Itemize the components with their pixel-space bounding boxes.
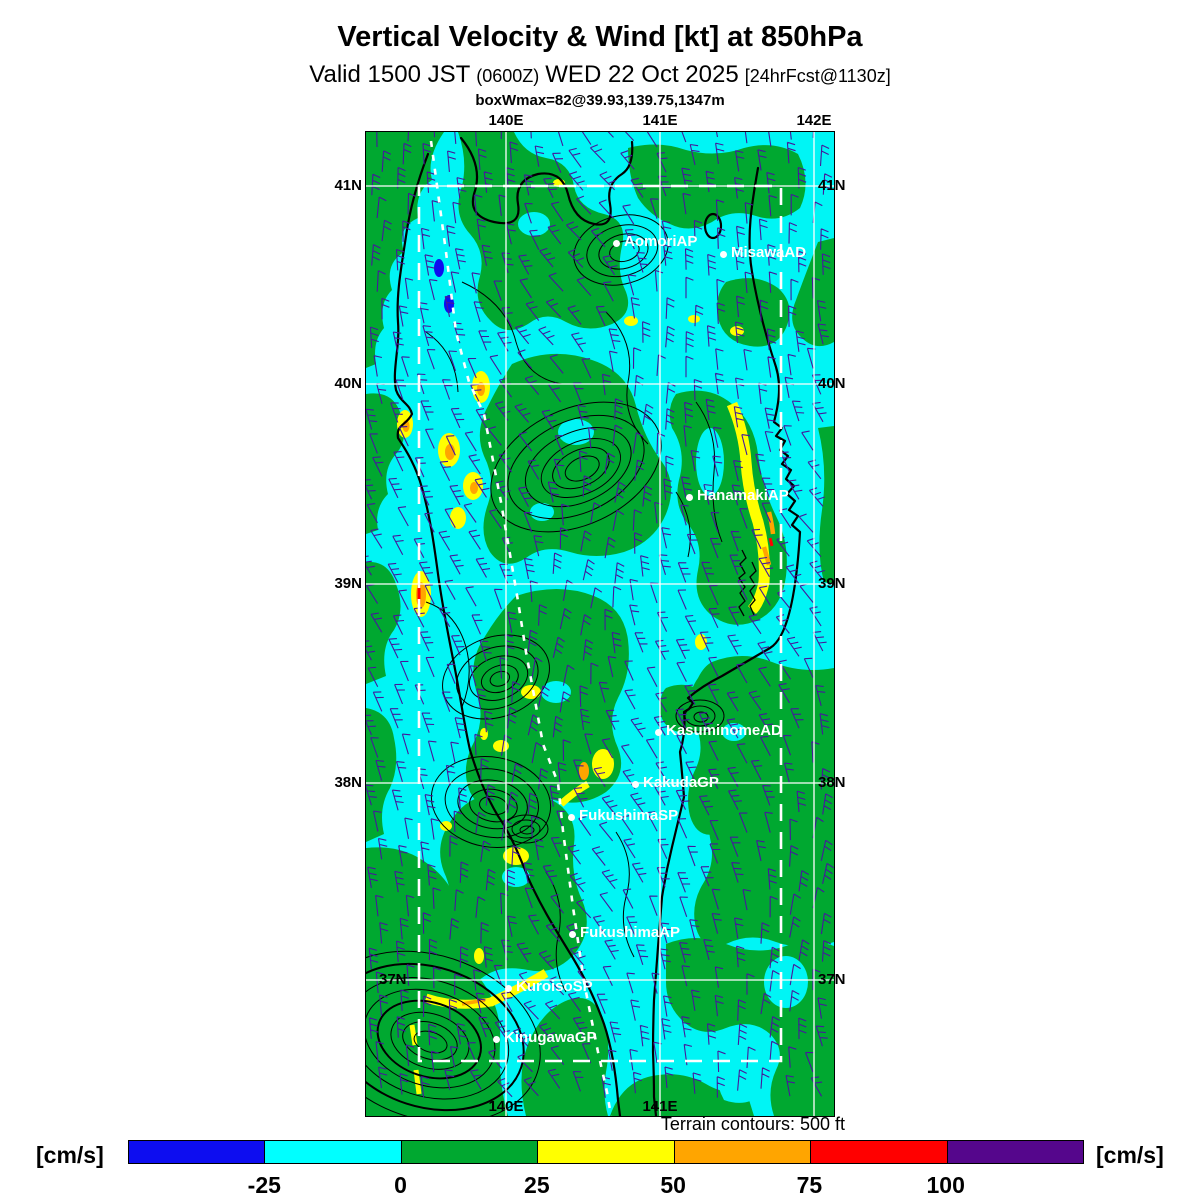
station-marker [612,239,620,247]
colorbar-segment [673,1141,811,1163]
lat-label-right: 40N [818,375,846,392]
colorbar-segment [537,1141,674,1163]
station-marker [504,984,512,992]
station-label: KasuminomeAD [666,722,782,739]
valid-time-line: Valid 1500 JST (0600Z) WED 22 Oct 2025 [24h… [0,61,1200,89]
colorbar-unit-right: [cm/s] [1096,1142,1164,1168]
lat-label-right: 37N [818,971,846,988]
colorbar-segment [264,1141,401,1163]
boxwmax-annotation: boxWmax=82@39.93,139.75,1347m [475,92,725,109]
valid-utc: (0600Z) [476,66,540,86]
lat-label-left: 40N [334,375,362,392]
colorbar-segment [946,1141,1083,1163]
station-label: FukushimaAP [580,924,681,941]
colorbar-segment [129,1141,265,1163]
map-art [366,132,834,1116]
wind-barbs-layer [366,132,834,1098]
terrain-note: Terrain contours: 500 ft [660,1114,845,1134]
colorbar-tick: 0 [394,1172,407,1198]
lon-label-top: 140E [488,112,524,129]
station-label: KuroisoSP [516,978,593,995]
station-label: MisawaAD [731,244,807,261]
colorbar-tick: 75 [796,1172,823,1198]
lat-label-right: 41N [818,177,846,194]
forecast-lead: [24hrFcst@1130z] [744,66,891,86]
station-label: FukushimaSP [579,807,679,824]
station-marker [719,250,727,258]
lon-label-bottom: 141E [642,1098,678,1115]
valid-time: Valid 1500 JST [309,61,471,88]
station-marker [631,780,639,788]
colorbar-tick: -25 [247,1172,281,1198]
lon-label-bottom: 140E [488,1098,524,1115]
station-label: KinugawaGP [504,1029,597,1046]
lat-label-left: 38N [334,774,362,791]
lon-label-top: 141E [642,112,678,129]
valid-date: WED 22 Oct 2025 [545,61,739,88]
map-frame: 140E 141E 142E 140E 141E 41N 40N 39N 38N 37N 41N 40… [334,112,846,1117]
colorbar-segment [400,1141,538,1163]
terrain-contours [366,214,757,1116]
page-title: Vertical Velocity & Wind [kt] at 850hPa [337,21,863,53]
station-marker [492,1035,500,1043]
lat-label-right: 39N [818,575,846,592]
colorbar-tick: 25 [524,1172,550,1198]
graticule [366,132,834,1116]
colorbar-segment [810,1141,947,1163]
station-label: HanamakiAP [697,487,789,504]
lon-label-top: 142E [796,112,832,129]
lake-ogawara [703,212,723,240]
colorbar [128,1140,1084,1164]
station-label: KakudaGP [643,774,719,791]
station-label: AomoriAP [624,233,698,250]
lat-label-right: 38N [818,774,846,791]
station-marker [654,728,662,736]
colorbar-tick: 50 [660,1172,686,1198]
domain-box [417,184,783,1063]
lat-label-left: 39N [334,575,362,592]
station-marker [685,493,693,501]
station-marker [568,930,576,938]
colorbar-unit-left: [cm/s] [36,1142,104,1168]
wind-barbs [366,132,834,1098]
lat-label-left: 41N [334,177,362,194]
lat-label-left-inner: 37N [379,971,407,988]
coast-east [651,166,802,1116]
station-marker [567,813,575,821]
colorbar-tick: 100 [926,1172,965,1198]
